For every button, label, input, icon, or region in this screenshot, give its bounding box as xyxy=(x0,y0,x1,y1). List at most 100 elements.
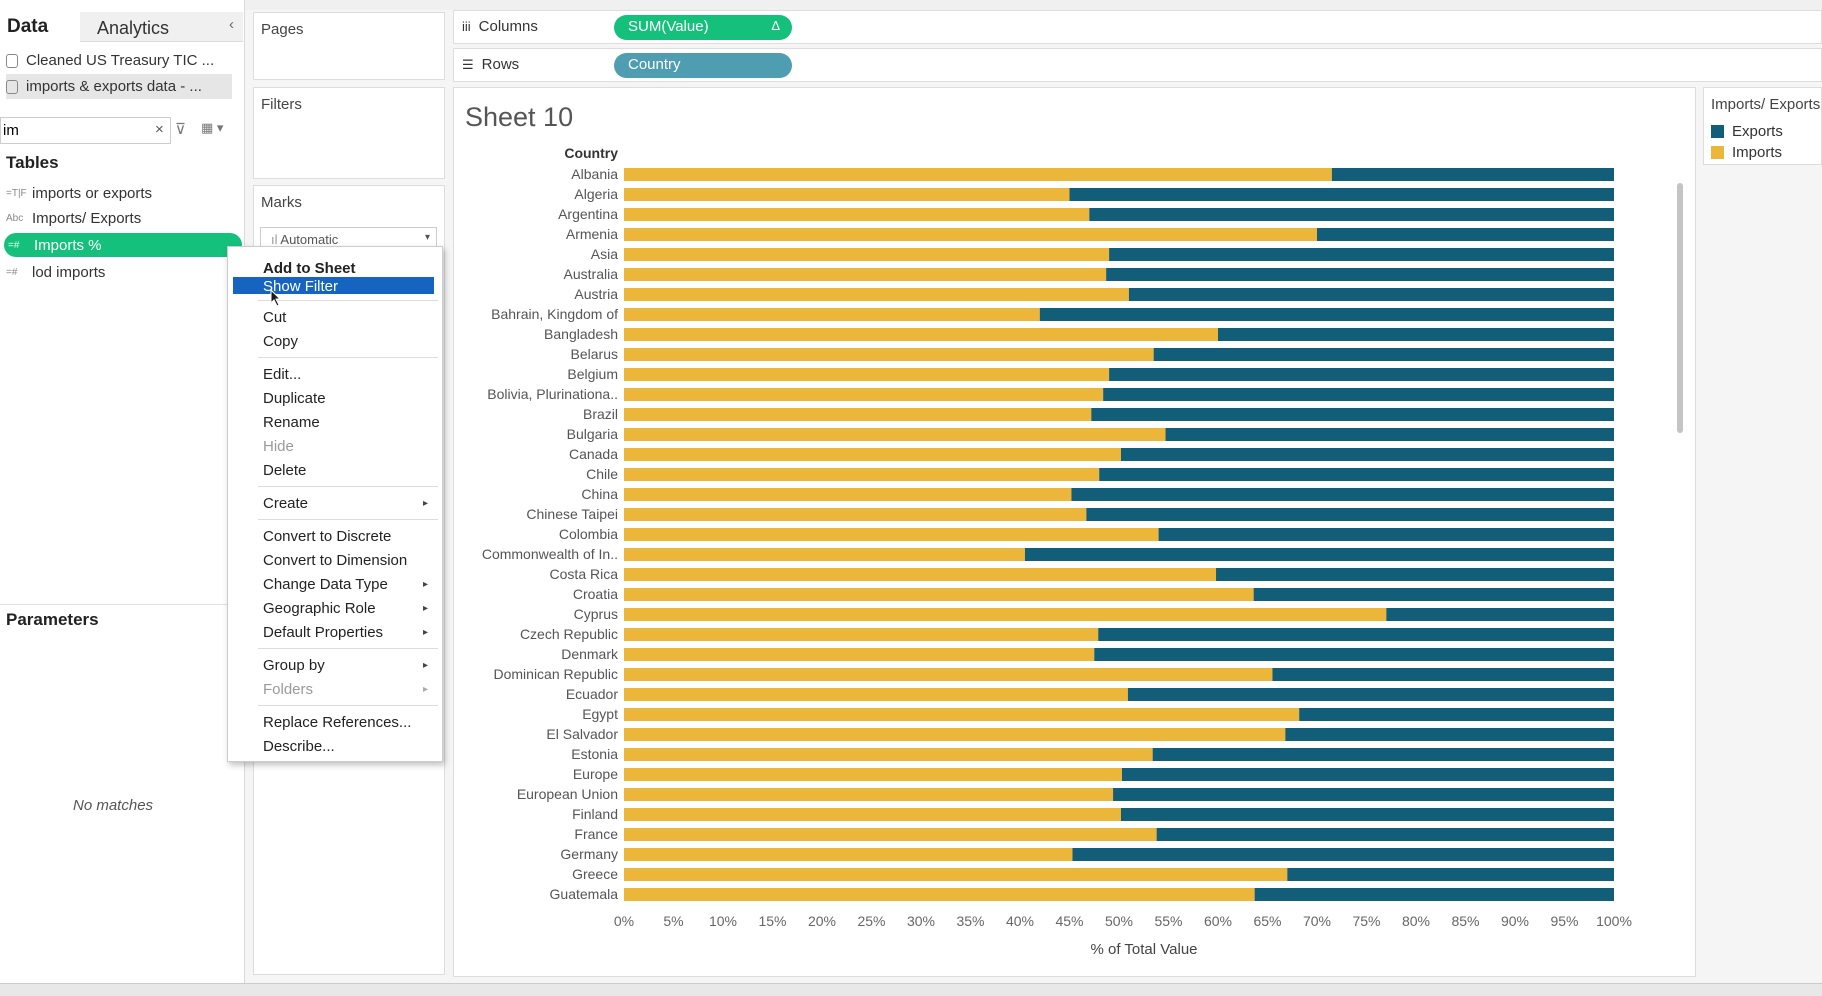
bar-exports[interactable] xyxy=(1113,788,1614,801)
bar-exports[interactable] xyxy=(1317,228,1614,241)
menu-item-create[interactable]: Create xyxy=(263,495,309,512)
bar-imports[interactable] xyxy=(624,388,1104,401)
menu-item-geographic-role[interactable]: Geographic Role xyxy=(263,600,376,617)
vertical-scrollbar[interactable] xyxy=(1677,183,1683,433)
bar-exports[interactable] xyxy=(1120,448,1614,461)
bar-imports[interactable] xyxy=(624,208,1090,221)
menu-item-edit[interactable]: Edit... xyxy=(263,366,302,383)
bar-imports[interactable] xyxy=(624,468,1100,481)
bar-imports[interactable] xyxy=(624,308,1040,321)
bar-exports[interactable] xyxy=(1287,868,1614,881)
bar-exports[interactable] xyxy=(1089,208,1614,221)
bar-exports[interactable] xyxy=(1024,548,1614,561)
clear-search-icon[interactable]: × xyxy=(155,121,164,138)
menu-item-cut[interactable]: Cut xyxy=(263,309,287,326)
bar-imports[interactable] xyxy=(624,408,1092,421)
menu-item-add-to-sheet[interactable]: Add to Sheet xyxy=(263,260,356,277)
bar-exports[interactable] xyxy=(1331,168,1614,181)
tab-data[interactable]: Data xyxy=(7,16,49,37)
bar-imports[interactable] xyxy=(624,348,1154,361)
menu-item-delete[interactable]: Delete xyxy=(263,462,307,479)
bar-imports[interactable] xyxy=(624,228,1317,241)
filters-shelf[interactable]: Filters xyxy=(253,87,445,179)
collapse-pane-icon[interactable]: ‹ xyxy=(229,16,234,33)
bar-exports[interactable] xyxy=(1086,508,1614,521)
datasource-item[interactable]: Cleaned US Treasury TIC ... xyxy=(6,48,214,73)
menu-item-describe[interactable]: Describe... xyxy=(263,738,335,755)
bar-exports[interactable] xyxy=(1152,748,1614,761)
bar-imports[interactable] xyxy=(624,648,1095,661)
bar-imports[interactable] xyxy=(624,168,1332,181)
bar-imports[interactable] xyxy=(624,728,1286,741)
bar-imports[interactable] xyxy=(624,628,1099,641)
field-item[interactable]: =# lod imports xyxy=(6,260,105,284)
bar-imports[interactable] xyxy=(624,428,1166,441)
bar-exports[interactable] xyxy=(1103,388,1614,401)
bar-exports[interactable] xyxy=(1121,768,1614,781)
datasource-item-active[interactable]: imports & exports data - ... xyxy=(6,74,232,99)
bar-imports[interactable] xyxy=(624,448,1121,461)
bar-imports[interactable] xyxy=(624,668,1273,681)
bar-exports[interactable] xyxy=(1109,368,1614,381)
bar-exports[interactable] xyxy=(1071,488,1614,501)
bar-exports[interactable] xyxy=(1153,348,1614,361)
bar-imports[interactable] xyxy=(624,608,1387,621)
sum-value-pill[interactable]: SUM(Value) Δ xyxy=(614,15,792,40)
menu-item-group-by[interactable]: Group by xyxy=(263,657,325,674)
menu-item-replace-references[interactable]: Replace References... xyxy=(263,714,412,731)
menu-item-default-properties[interactable]: Default Properties xyxy=(263,624,384,641)
bar-exports[interactable] xyxy=(1285,728,1614,741)
bar-exports[interactable] xyxy=(1216,568,1614,581)
bar-imports[interactable] xyxy=(624,488,1072,501)
bar-imports[interactable] xyxy=(624,828,1157,841)
bar-imports[interactable] xyxy=(624,588,1254,601)
bar-imports[interactable] xyxy=(624,368,1110,381)
bar-exports[interactable] xyxy=(1386,608,1614,621)
menu-item-rename[interactable]: Rename xyxy=(263,414,320,431)
bar-exports[interactable] xyxy=(1120,808,1614,821)
field-item[interactable]: =T|F imports or exports xyxy=(6,181,152,205)
bar-exports[interactable] xyxy=(1109,248,1614,261)
bar-imports[interactable] xyxy=(624,528,1159,541)
bar-exports[interactable] xyxy=(1253,588,1614,601)
bar-imports[interactable] xyxy=(624,888,1255,901)
pages-shelf[interactable]: Pages xyxy=(253,12,445,80)
legend-item-imports[interactable]: Imports xyxy=(1711,144,1782,161)
bar-exports[interactable] xyxy=(1299,708,1614,721)
bar-exports[interactable] xyxy=(1069,188,1615,201)
bar-exports[interactable] xyxy=(1165,428,1614,441)
menu-item-duplicate[interactable]: Duplicate xyxy=(263,390,326,407)
menu-item-change-data-type[interactable]: Change Data Type xyxy=(263,576,388,593)
bar-exports[interactable] xyxy=(1094,648,1614,661)
menu-item-convert-to-discrete[interactable]: Convert to Discrete xyxy=(263,528,392,545)
bar-exports[interactable] xyxy=(1254,888,1614,901)
country-pill[interactable]: Country xyxy=(614,53,792,78)
field-item[interactable]: Abc Imports/ Exports xyxy=(6,206,141,230)
bar-imports[interactable] xyxy=(624,248,1110,261)
bar-imports[interactable] xyxy=(624,788,1114,801)
view-options-icon[interactable]: ▦ ▾ xyxy=(201,120,224,135)
bar-exports[interactable] xyxy=(1218,328,1614,341)
bar-exports[interactable] xyxy=(1106,268,1614,281)
bar-imports[interactable] xyxy=(624,288,1129,301)
bar-imports[interactable] xyxy=(624,548,1025,561)
menu-item-convert-to-dimension[interactable]: Convert to Dimension xyxy=(263,552,408,569)
bar-imports[interactable] xyxy=(624,768,1122,781)
bar-imports[interactable] xyxy=(624,188,1070,201)
legend-item-exports[interactable]: Exports xyxy=(1711,123,1783,140)
bar-imports[interactable] xyxy=(624,508,1087,521)
bar-exports[interactable] xyxy=(1127,688,1614,701)
bar-imports[interactable] xyxy=(624,268,1107,281)
bar-exports[interactable] xyxy=(1091,408,1614,421)
bar-imports[interactable] xyxy=(624,848,1073,861)
bar-exports[interactable] xyxy=(1039,308,1614,321)
bar-exports[interactable] xyxy=(1156,828,1614,841)
search-input[interactable] xyxy=(0,117,171,144)
bar-imports[interactable] xyxy=(624,328,1218,341)
rows-shelf[interactable]: ☰ Rows Country xyxy=(453,48,1822,82)
bar-exports[interactable] xyxy=(1098,628,1614,641)
bar-exports[interactable] xyxy=(1128,288,1614,301)
bar-exports[interactable] xyxy=(1158,528,1614,541)
columns-shelf[interactable]: iii Columns SUM(Value) Δ xyxy=(453,10,1822,44)
bar-imports[interactable] xyxy=(624,688,1128,701)
